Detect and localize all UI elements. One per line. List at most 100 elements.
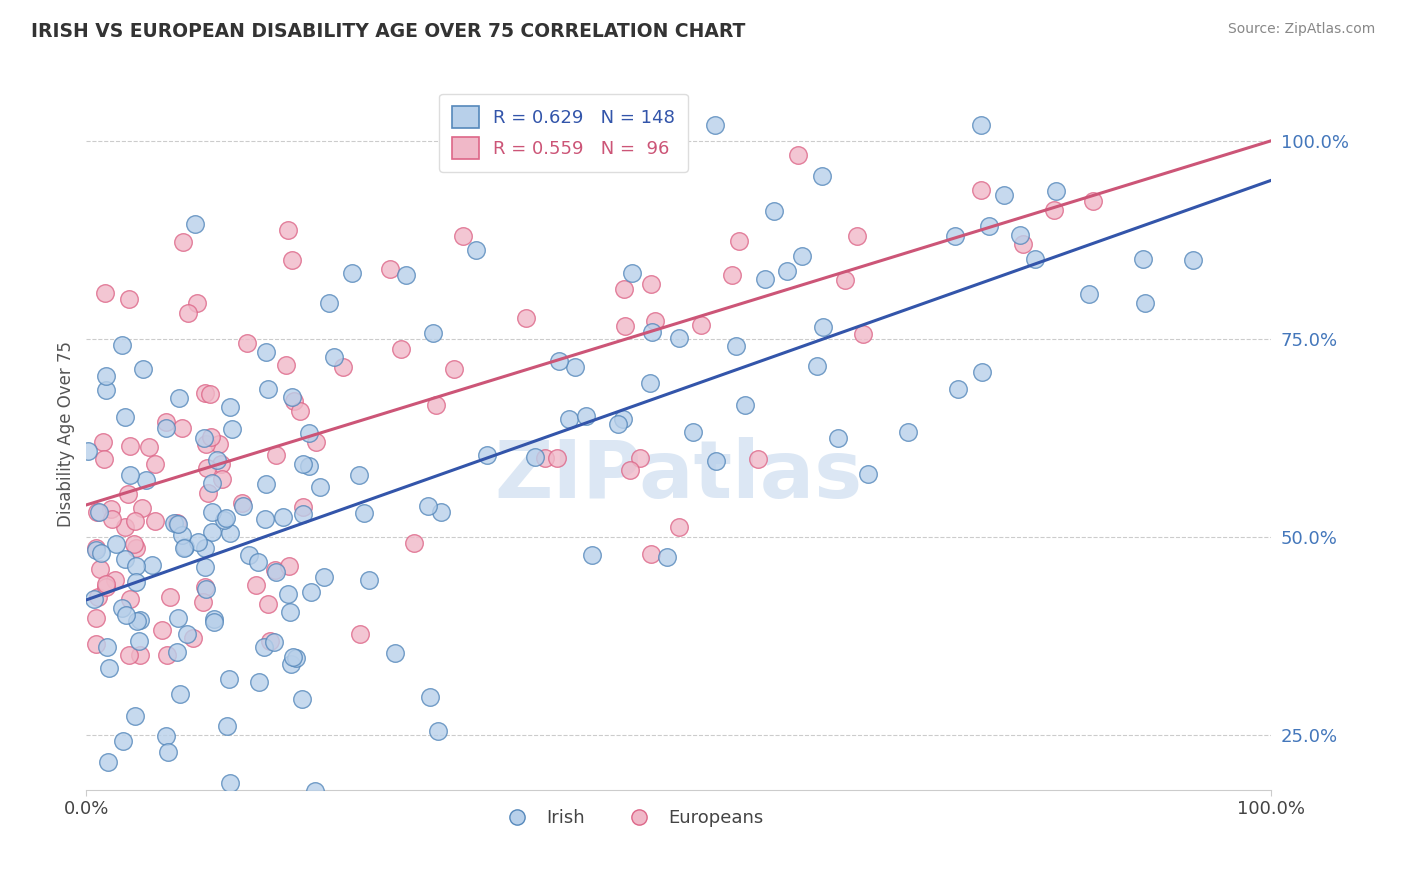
Point bbox=[422, 326, 444, 340]
Point bbox=[264, 448, 287, 462]
Point bbox=[221, 422, 243, 436]
Point bbox=[176, 627, 198, 641]
Point bbox=[84, 542, 107, 557]
Point bbox=[668, 520, 690, 534]
Point bbox=[271, 510, 294, 524]
Point bbox=[377, 816, 399, 830]
Point bbox=[96, 640, 118, 654]
Point bbox=[150, 623, 173, 637]
Point bbox=[191, 594, 214, 608]
Point bbox=[202, 612, 225, 626]
Point bbox=[291, 507, 314, 521]
Point bbox=[91, 435, 114, 450]
Point bbox=[278, 559, 301, 574]
Point bbox=[170, 528, 193, 542]
Point bbox=[155, 729, 177, 743]
Y-axis label: Disability Age Over 75: Disability Age Over 75 bbox=[58, 341, 75, 526]
Point bbox=[127, 614, 149, 628]
Point bbox=[104, 537, 127, 551]
Point bbox=[83, 592, 105, 607]
Point bbox=[1010, 227, 1032, 242]
Point bbox=[314, 570, 336, 584]
Point bbox=[94, 577, 117, 591]
Point bbox=[215, 511, 238, 525]
Point bbox=[524, 450, 547, 465]
Point bbox=[465, 243, 488, 257]
Point bbox=[993, 188, 1015, 202]
Point bbox=[194, 580, 217, 594]
Point bbox=[323, 350, 346, 364]
Point bbox=[94, 580, 117, 594]
Point bbox=[298, 426, 321, 441]
Point bbox=[291, 500, 314, 515]
Point bbox=[1132, 252, 1154, 267]
Point bbox=[513, 118, 536, 132]
Point bbox=[704, 454, 727, 468]
Point bbox=[298, 458, 321, 473]
Point bbox=[288, 404, 311, 418]
Point bbox=[84, 636, 107, 650]
Point bbox=[232, 500, 254, 514]
Point bbox=[236, 335, 259, 350]
Point bbox=[114, 520, 136, 534]
Point bbox=[277, 587, 299, 601]
Point bbox=[292, 458, 315, 472]
Point bbox=[304, 784, 326, 798]
Point bbox=[628, 451, 651, 466]
Point bbox=[132, 362, 155, 376]
Point bbox=[129, 648, 152, 663]
Point bbox=[219, 776, 242, 790]
Point bbox=[419, 690, 441, 705]
Point bbox=[198, 386, 221, 401]
Point bbox=[811, 320, 834, 334]
Point bbox=[657, 550, 679, 565]
Point bbox=[118, 648, 141, 663]
Point bbox=[430, 505, 453, 519]
Point bbox=[970, 118, 993, 132]
Point bbox=[347, 468, 370, 483]
Point bbox=[173, 540, 195, 554]
Point bbox=[100, 501, 122, 516]
Point bbox=[641, 325, 664, 339]
Point bbox=[734, 397, 756, 411]
Point bbox=[122, 537, 145, 551]
Point bbox=[125, 559, 148, 574]
Point bbox=[309, 480, 332, 494]
Point bbox=[277, 223, 299, 237]
Point bbox=[806, 359, 828, 374]
Point bbox=[1181, 252, 1204, 267]
Point bbox=[475, 448, 498, 462]
Point bbox=[972, 365, 994, 379]
Point bbox=[834, 273, 856, 287]
Point bbox=[254, 344, 277, 359]
Point bbox=[811, 169, 834, 184]
Point bbox=[638, 376, 661, 390]
Point bbox=[193, 431, 215, 445]
Point bbox=[640, 547, 662, 561]
Point bbox=[125, 541, 148, 556]
Point bbox=[114, 608, 136, 623]
Point bbox=[747, 451, 769, 466]
Point bbox=[689, 318, 711, 332]
Point bbox=[89, 562, 111, 576]
Point bbox=[395, 268, 418, 282]
Point bbox=[342, 266, 364, 280]
Point bbox=[163, 516, 186, 531]
Point bbox=[201, 505, 224, 519]
Point bbox=[581, 548, 603, 562]
Point bbox=[118, 292, 141, 306]
Point bbox=[425, 398, 447, 412]
Point bbox=[970, 183, 993, 197]
Point bbox=[427, 723, 450, 738]
Point bbox=[240, 825, 263, 839]
Point bbox=[117, 487, 139, 501]
Point bbox=[247, 555, 270, 569]
Point bbox=[285, 651, 308, 665]
Point bbox=[201, 475, 224, 490]
Point bbox=[256, 382, 278, 396]
Point bbox=[93, 452, 115, 467]
Point bbox=[156, 648, 179, 663]
Point bbox=[167, 611, 190, 625]
Point bbox=[727, 234, 749, 248]
Point bbox=[131, 501, 153, 516]
